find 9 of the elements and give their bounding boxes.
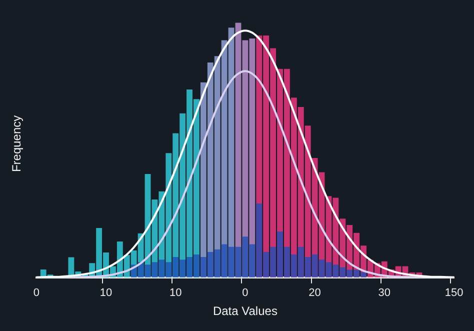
x-tick-label: 10 xyxy=(100,287,112,300)
y-axis-title: Frequency xyxy=(10,115,24,172)
x-tick-label: 0 xyxy=(33,287,40,300)
x-tick-label: 0 xyxy=(242,287,248,300)
x-tick-label: 10 xyxy=(169,287,182,300)
x-tick-label: 150 xyxy=(444,287,464,300)
x-tick-label: 30 xyxy=(378,287,391,300)
x-tick-label: 20 xyxy=(308,287,321,300)
x-axis-title: Data Values xyxy=(212,304,278,318)
